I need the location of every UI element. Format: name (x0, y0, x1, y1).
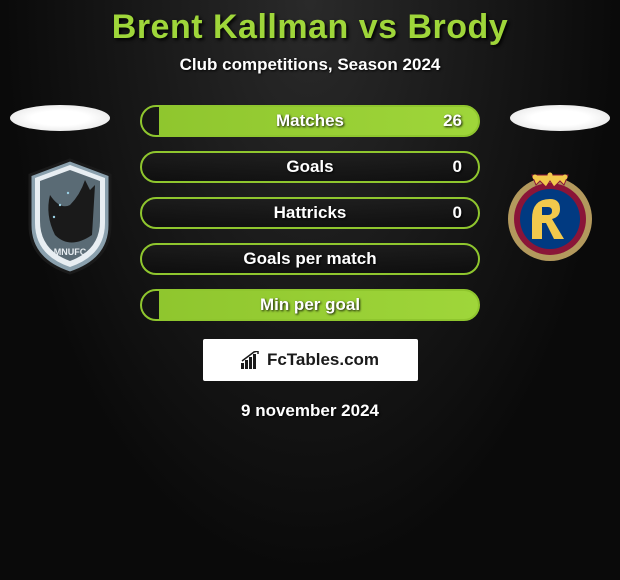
minnesota-united-logo-icon: MNUFC (20, 155, 120, 275)
page-title: Brent Kallman vs Brody (112, 8, 508, 47)
stat-bar-hattricks: Hattricks 0 (140, 197, 480, 229)
team-left-logo: MNUFC (20, 155, 120, 275)
stat-bar-goals: Goals 0 (140, 151, 480, 183)
date-text: 9 november 2024 (241, 401, 379, 421)
stat-label-hattricks: Hattricks (274, 203, 347, 223)
team-right-logo (500, 155, 600, 275)
player-right-marker (510, 105, 610, 131)
real-salt-lake-logo-icon (502, 167, 598, 263)
stat-value-matches: 26 (443, 111, 462, 131)
brand-box[interactable]: FcTables.com (203, 339, 418, 381)
stat-label-goals: Goals (286, 157, 333, 177)
stat-bar-gpm: Goals per match (140, 243, 480, 275)
player-left-marker (10, 105, 110, 131)
brand-text: FcTables.com (267, 350, 379, 370)
stat-bar-mpg: Min per goal (140, 289, 480, 321)
chart-icon (241, 351, 263, 369)
stats-area: MNUFC Matches 26 Goals 0 (0, 105, 620, 321)
stat-label-matches: Matches (276, 111, 344, 131)
stat-bar-matches: Matches 26 (140, 105, 480, 137)
stat-value-goals: 0 (453, 157, 462, 177)
stat-label-gpm: Goals per match (243, 249, 376, 269)
subtitle: Club competitions, Season 2024 (180, 55, 441, 75)
stat-value-hattricks: 0 (453, 203, 462, 223)
stat-label-mpg: Min per goal (260, 295, 360, 315)
svg-text:MNUFC: MNUFC (54, 247, 87, 257)
stat-bars: Matches 26 Goals 0 Hattricks 0 Goals per… (140, 105, 480, 321)
